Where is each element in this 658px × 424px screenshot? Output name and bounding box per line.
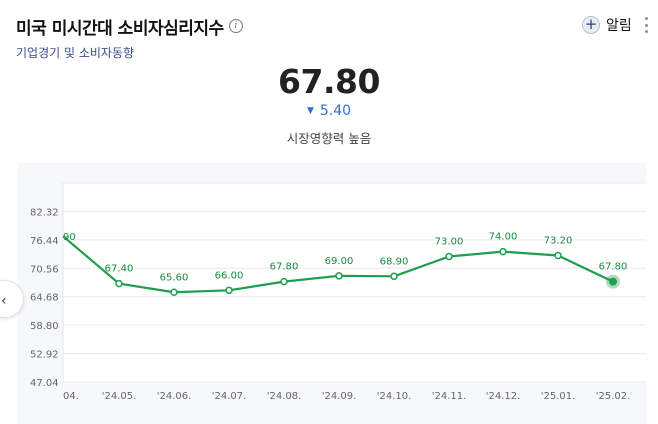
x-tick-label: '24.07. [212, 391, 247, 402]
x-tick-label: '25.01. [541, 391, 576, 402]
data-point [445, 252, 453, 261]
plus-circle-icon: + [582, 16, 600, 34]
data-point [115, 279, 123, 288]
chevron-left-icon: ‹ [1, 293, 7, 309]
alert-button[interactable]: + 알림 [582, 15, 632, 35]
x-tick-label: '25.02. [596, 391, 631, 402]
data-point [554, 251, 562, 260]
data-point [335, 272, 343, 280]
change-value: 5.40 [319, 103, 352, 119]
y-tick-label: 47.04 [30, 378, 59, 389]
data-point [390, 272, 398, 281]
data-label: 73.20 [544, 236, 573, 247]
data-label: 65.60 [160, 272, 189, 283]
plot-area [63, 183, 646, 382]
down-arrow-icon: ▼ [306, 106, 314, 116]
x-tick-label: '24.12. [486, 391, 521, 402]
data-label: 67.40 [105, 264, 134, 275]
x-tick-label: '24.09. [322, 391, 357, 402]
category-link[interactable]: 기업경기 및 소비자동향 [16, 46, 135, 60]
data-label: 67.80 [599, 262, 628, 273]
data-label: 74.00 [489, 232, 518, 243]
data-label: 67.80 [270, 262, 299, 273]
highlight-point [609, 277, 617, 286]
y-tick-label: 82.32 [30, 207, 59, 218]
data-label: 73.00 [435, 236, 464, 247]
y-tick-label: 70.56 [30, 264, 59, 275]
data-label: 69.00 [325, 256, 354, 267]
data-point [225, 286, 233, 295]
x-tick-label: '24.08. [267, 391, 302, 402]
change-indicator: ▼ 5.40 [0, 103, 658, 119]
data-point [170, 288, 178, 297]
data-label: 66.00 [215, 270, 244, 281]
data-label: 90 [63, 232, 76, 243]
y-tick-label: 58.80 [30, 321, 59, 332]
data-label: 68.90 [380, 256, 409, 267]
y-tick-label: 52.92 [30, 350, 59, 361]
data-point [280, 277, 288, 286]
market-impact-status: 시장영향력 높음 [286, 131, 372, 146]
x-tick-label: '24.05. [102, 391, 137, 402]
more-vertical-icon[interactable] [645, 17, 649, 33]
current-value: 67.80 [278, 62, 380, 101]
x-tick-label: '24.10. [377, 391, 412, 402]
x-tick-label: '24.06. [157, 391, 192, 402]
info-icon[interactable]: i [229, 19, 243, 33]
y-tick-label: 76.44 [30, 236, 59, 247]
data-point [499, 247, 507, 256]
x-tick-label: '24.11. [432, 391, 467, 402]
y-tick-label: 64.68 [30, 293, 59, 304]
page-title: 미국 미시간대 소비자심리지수 [16, 19, 224, 39]
alert-label: 알림 [606, 18, 632, 34]
x-tick-label: 04. [63, 391, 79, 402]
